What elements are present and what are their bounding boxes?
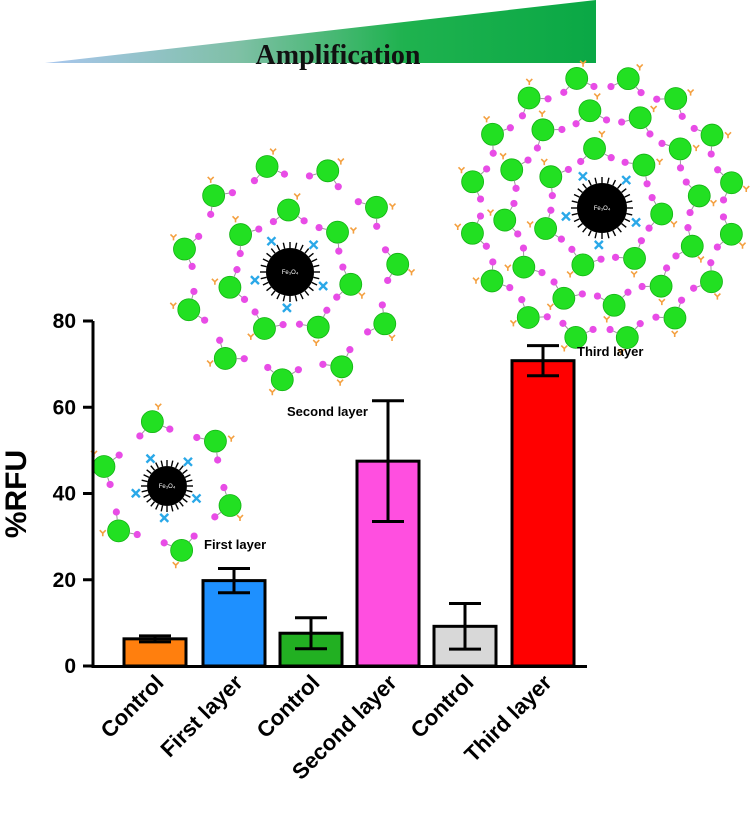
error-bar-1	[139, 634, 171, 644]
illustration-layer: Fe₃O₄ Fe₃O₄ Fe₃O₄	[90, 60, 750, 569]
first-layer-particle: Fe₃O₄	[90, 403, 244, 569]
third-layer-particle-core-label: Fe₃O₄	[594, 206, 611, 212]
y-axis-label: %RFU	[0, 450, 33, 538]
amplification-label: Amplification	[256, 40, 421, 71]
third-layer-particle: Fe₃O₄	[454, 60, 750, 356]
bar-2	[201, 579, 267, 668]
first-layer-label: First layer	[204, 537, 266, 552]
y-tick-label-20: 20	[53, 569, 76, 592]
second-layer-label: Second layer	[287, 404, 368, 419]
bar-6	[510, 359, 576, 668]
error-bar-5	[449, 601, 481, 651]
amplification-banner: Amplification	[45, 0, 596, 71]
y-tick-label-80: 80	[53, 310, 76, 333]
x-tick-label-3: Control	[252, 670, 325, 743]
error-bar-4	[372, 399, 404, 524]
error-bar-2	[218, 567, 250, 595]
first-layer-particle-core-label: Fe₃O₄	[159, 484, 176, 490]
second-layer-particle-core-label: Fe₃O₄	[282, 270, 299, 276]
error-bar-3	[295, 616, 327, 651]
y-ticks: 0 20 40 60 80	[53, 310, 93, 678]
error-bar-6	[527, 344, 559, 378]
y-tick-label-0: 0	[64, 655, 76, 678]
second-layer-particle: Fe₃O₄	[169, 148, 416, 396]
amplification-wedge	[45, 0, 596, 63]
third-layer-label: Third layer	[577, 344, 643, 359]
x-tick-label-2: First layer	[155, 670, 247, 762]
y-tick-label-60: 60	[53, 396, 76, 419]
x-tick-label-1: Control	[96, 670, 169, 743]
y-tick-label-40: 40	[53, 483, 76, 506]
error-bars	[139, 344, 559, 651]
x-tick-label-5: Control	[406, 670, 479, 743]
